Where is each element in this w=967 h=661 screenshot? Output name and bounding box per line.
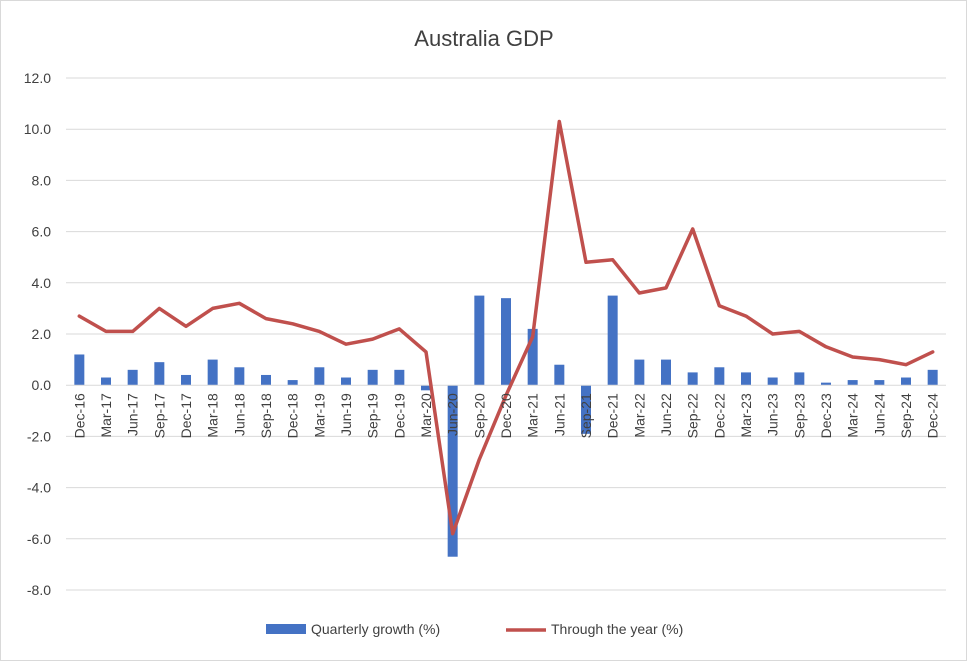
bar-quarterly-growth: [181, 374, 191, 386]
x-tick-label: Dec-19: [391, 393, 407, 438]
bar-quarterly-growth: [421, 385, 431, 391]
bar-quarterly-growth: [74, 354, 85, 386]
bar-quarterly-growth: [367, 369, 378, 386]
bar-quarterly-growth: [474, 295, 485, 386]
bar-quarterly-growth: [687, 372, 698, 386]
bar-quarterly-growth: [847, 380, 858, 386]
x-axis-tick-labels: Dec-16 Mar-17 Jun-17 Sep-17 Dec-17 Mar-18 Jun-…: [71, 393, 940, 438]
y-tick-label: 6.0: [32, 224, 52, 240]
bar-quarterly-growth: [741, 372, 751, 386]
legend-label-quarterly-growth: Quarterly growth (%): [311, 621, 440, 637]
bar-quarterly-growth: [101, 377, 111, 386]
x-tick-label: Dec-21: [605, 393, 621, 438]
line-through-the-year: [77, 119, 935, 536]
bar-quarterly-growth: [821, 382, 831, 386]
x-tick-label: Jun-23: [765, 393, 781, 436]
legend-label-through-the-year: Through the year (%): [551, 621, 683, 637]
y-tick-label: -4.0: [27, 480, 51, 496]
x-tick-label: Jun-17: [125, 393, 141, 436]
x-tick-label: Jun-24: [871, 393, 887, 436]
y-tick-label: 8.0: [32, 172, 52, 188]
y-tick-label: 0.0: [32, 377, 52, 393]
x-tick-label: Mar-17: [98, 393, 114, 438]
x-tick-label: Jun-18: [231, 393, 247, 436]
bar-quarterly-growth: [767, 377, 778, 386]
y-tick-label: 2.0: [32, 326, 52, 342]
y-axis-tick-labels: 12.0 10.0 8.0 6.0 4.0 2.0 0.0 -2.0 -4.0 -6.0 -8.0: [24, 70, 51, 598]
x-tick-label: Sep-18: [258, 393, 274, 438]
x-tick-label: Sep-17: [151, 393, 167, 438]
y-tick-label: -8.0: [27, 582, 51, 598]
x-tick-label: Dec-23: [818, 393, 834, 438]
bar-quarterly-growth: [501, 298, 511, 386]
bar-quarterly-growth: [207, 359, 218, 386]
x-tick-label: Dec-17: [178, 393, 194, 438]
bar-quarterly-growth: [661, 359, 671, 386]
x-tick-label: Mar-20: [418, 393, 434, 438]
bar-quarterly-growth: [634, 359, 645, 386]
x-tick-label: Sep-24: [898, 393, 914, 438]
y-tick-label: -6.0: [27, 531, 51, 547]
bar-quarterly-growth: [554, 364, 565, 386]
bar-quarterly-growth: [314, 367, 325, 386]
y-tick-label: 12.0: [24, 70, 51, 86]
bar-quarterly-growth: [527, 328, 538, 386]
legend: Quarterly growth (%) Through the year (%…: [266, 621, 683, 637]
through-the-year-line: [77, 119, 935, 536]
chart-title: Australia GDP: [414, 26, 553, 51]
quarterly-growth-bars: [74, 295, 938, 557]
x-tick-label: Jun-22: [658, 393, 674, 436]
x-tick-label: Mar-24: [845, 393, 861, 438]
bar-quarterly-growth: [287, 380, 298, 386]
x-tick-label: Dec-18: [285, 393, 301, 438]
bar-quarterly-growth: [874, 380, 885, 386]
bar-quarterly-growth: [261, 374, 271, 386]
x-tick-label: Mar-23: [738, 393, 754, 438]
bar-quarterly-growth: [127, 369, 138, 386]
bar-quarterly-growth: [341, 377, 351, 386]
bar-quarterly-growth: [581, 385, 591, 434]
x-tick-label: Mar-18: [205, 393, 221, 438]
x-tick-label: Sep-22: [685, 393, 701, 438]
bar-quarterly-growth: [394, 369, 405, 386]
x-tick-label: Sep-19: [365, 393, 381, 438]
bar-quarterly-growth: [901, 377, 911, 386]
x-tick-label: Mar-22: [631, 393, 647, 438]
bar-quarterly-growth: [607, 295, 618, 386]
legend-swatch-quarterly-growth: [266, 624, 306, 634]
bar-quarterly-growth: [234, 367, 245, 386]
x-tick-label: Jun-19: [338, 393, 354, 436]
bar-quarterly-growth: [794, 372, 805, 386]
x-tick-label: Jun-20: [445, 393, 461, 436]
x-tick-label: Sep-20: [471, 393, 487, 438]
x-tick-label: Dec-16: [71, 393, 87, 438]
x-tick-label: Dec-20: [498, 393, 514, 438]
x-tick-label: Jun-21: [551, 393, 567, 436]
y-tick-label: -2.0: [27, 428, 51, 444]
x-tick-label: Mar-21: [525, 393, 541, 438]
bar-quarterly-growth: [927, 369, 938, 386]
y-tick-label: 10.0: [24, 121, 51, 137]
bar-quarterly-growth: [447, 385, 458, 557]
x-tick-label: Dec-24: [925, 393, 941, 438]
x-tick-label: Mar-19: [311, 393, 327, 438]
x-tick-label: Sep-23: [791, 393, 807, 438]
x-tick-label: Sep-21: [578, 393, 594, 438]
x-tick-label: Dec-22: [711, 393, 727, 438]
y-tick-label: 4.0: [32, 275, 52, 291]
bar-quarterly-growth: [714, 367, 725, 386]
bar-quarterly-growth: [154, 362, 165, 386]
